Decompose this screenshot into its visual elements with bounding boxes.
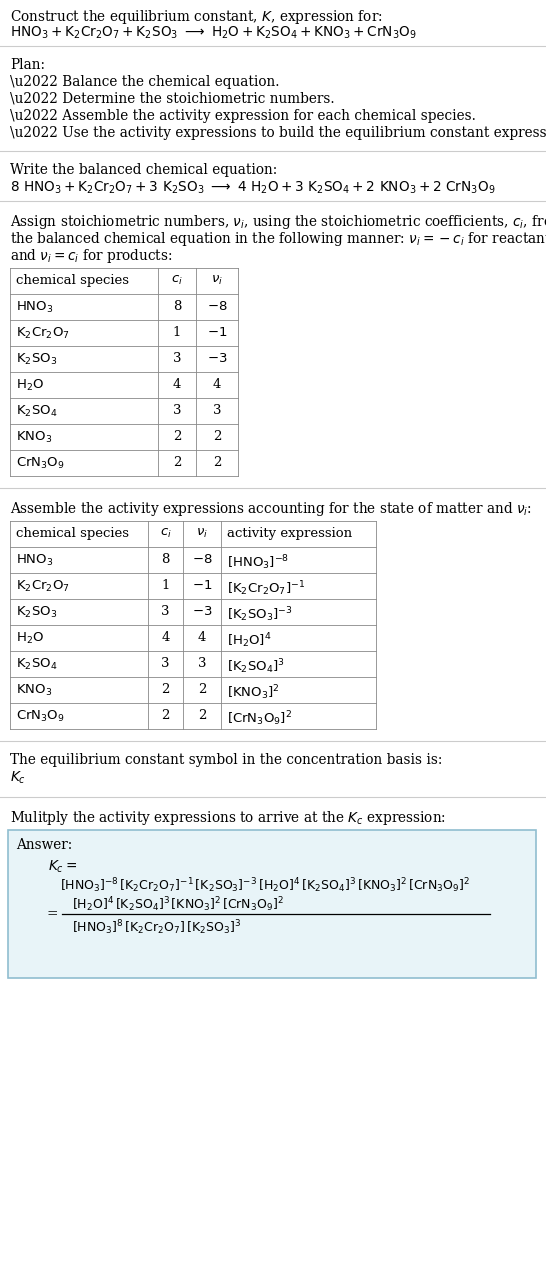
Text: 2: 2	[198, 709, 206, 722]
Text: =: =	[46, 907, 57, 921]
Text: 2: 2	[161, 683, 170, 697]
Text: 3: 3	[161, 604, 170, 618]
Text: $[\mathrm{CrN_3O_9}]^{2}$: $[\mathrm{CrN_3O_9}]^{2}$	[227, 709, 292, 728]
Text: $\mathrm{K_2SO_3}$: $\mathrm{K_2SO_3}$	[16, 352, 57, 367]
Text: $-1$: $-1$	[192, 579, 212, 592]
Text: 2: 2	[213, 430, 221, 443]
Text: 8: 8	[173, 300, 181, 313]
Text: $\mathrm{K_2Cr_2O_7}$: $\mathrm{K_2Cr_2O_7}$	[16, 326, 70, 341]
Text: $[\mathrm{HNO_3}]^{-8}$: $[\mathrm{HNO_3}]^{-8}$	[227, 553, 289, 572]
Text: 3: 3	[213, 404, 221, 416]
Text: 2: 2	[173, 456, 181, 469]
Text: $[\mathrm{K_2SO_3}]^{-3}$: $[\mathrm{K_2SO_3}]^{-3}$	[227, 604, 293, 623]
Text: $c_i$: $c_i$	[171, 274, 183, 286]
Text: 4: 4	[161, 631, 170, 644]
Text: $[\mathrm{H_2O}]^{4}$: $[\mathrm{H_2O}]^{4}$	[227, 631, 271, 650]
Text: $[\mathrm{K_2Cr_2O_7}]^{-1}$: $[\mathrm{K_2Cr_2O_7}]^{-1}$	[227, 579, 305, 598]
Text: 3: 3	[173, 404, 181, 416]
Text: and $\nu_i = c_i$ for products:: and $\nu_i = c_i$ for products:	[10, 247, 173, 265]
Text: $[\mathrm{KNO_3}]^{2}$: $[\mathrm{KNO_3}]^{2}$	[227, 683, 280, 702]
Text: 1: 1	[173, 326, 181, 339]
Text: $[\mathrm{HNO_3}]^{8}\,[\mathrm{K_2Cr_2O_7}]\,[\mathrm{K_2SO_3}]^{3}$: $[\mathrm{HNO_3}]^{8}\,[\mathrm{K_2Cr_2O…	[72, 917, 241, 936]
Text: $\mathrm{KNO_3}$: $\mathrm{KNO_3}$	[16, 430, 52, 445]
FancyBboxPatch shape	[8, 830, 536, 978]
Text: $\mathrm{H_2O}$: $\mathrm{H_2O}$	[16, 631, 44, 646]
Text: chemical species: chemical species	[16, 528, 129, 540]
Text: Mulitply the activity expressions to arrive at the $K_c$ expression:: Mulitply the activity expressions to arr…	[10, 809, 446, 827]
Text: 3: 3	[173, 352, 181, 365]
Text: \u2022 Balance the chemical equation.: \u2022 Balance the chemical equation.	[10, 74, 280, 90]
Text: 4: 4	[213, 379, 221, 391]
Text: $[\mathrm{HNO_3}]^{-8}\,[\mathrm{K_2Cr_2O_7}]^{-1}\,[\mathrm{K_2SO_3}]^{-3}\,[\m: $[\mathrm{HNO_3}]^{-8}\,[\mathrm{K_2Cr_2…	[60, 876, 470, 895]
Text: $-1$: $-1$	[207, 326, 227, 339]
Text: 3: 3	[198, 658, 206, 670]
Text: \u2022 Assemble the activity expression for each chemical species.: \u2022 Assemble the activity expression …	[10, 109, 476, 122]
Text: $\mathrm{K_2SO_4}$: $\mathrm{K_2SO_4}$	[16, 404, 57, 419]
Text: \u2022 Use the activity expressions to build the equilibrium constant expression: \u2022 Use the activity expressions to b…	[10, 126, 546, 140]
Text: $K_c =$: $K_c =$	[48, 859, 77, 876]
Text: $[\mathrm{K_2SO_4}]^{3}$: $[\mathrm{K_2SO_4}]^{3}$	[227, 658, 285, 675]
Text: activity expression: activity expression	[227, 528, 352, 540]
Text: $\mathrm{K_2SO_4}$: $\mathrm{K_2SO_4}$	[16, 658, 57, 673]
Text: $\mathrm{K_2Cr_2O_7}$: $\mathrm{K_2Cr_2O_7}$	[16, 579, 70, 594]
Text: $\mathrm{HNO_3}$: $\mathrm{HNO_3}$	[16, 553, 54, 568]
Text: $K_c$: $K_c$	[10, 770, 26, 786]
Text: $-8$: $-8$	[192, 553, 212, 565]
Text: $\mathrm{HNO_3}$: $\mathrm{HNO_3}$	[16, 300, 54, 316]
Text: $\mathrm{CrN_3O_9}$: $\mathrm{CrN_3O_9}$	[16, 709, 65, 724]
Text: Answer:: Answer:	[16, 838, 72, 852]
Text: 4: 4	[198, 631, 206, 644]
Text: 2: 2	[161, 709, 170, 722]
Text: $\nu_i$: $\nu_i$	[196, 528, 208, 540]
Text: Plan:: Plan:	[10, 58, 45, 72]
Text: $[\mathrm{H_2O}]^{4}\,[\mathrm{K_2SO_4}]^{3}\,[\mathrm{KNO_3}]^{2}\,[\mathrm{CrN: $[\mathrm{H_2O}]^{4}\,[\mathrm{K_2SO_4}]…	[72, 895, 284, 914]
Text: $\mathrm{H_2O}$: $\mathrm{H_2O}$	[16, 379, 44, 392]
Text: Assemble the activity expressions accounting for the state of matter and $\nu_i$: Assemble the activity expressions accoun…	[10, 500, 532, 517]
Text: 2: 2	[198, 683, 206, 697]
Text: Construct the equilibrium constant, $K$, expression for:: Construct the equilibrium constant, $K$,…	[10, 8, 383, 27]
Text: Assign stoichiometric numbers, $\nu_i$, using the stoichiometric coefficients, $: Assign stoichiometric numbers, $\nu_i$, …	[10, 213, 546, 231]
Text: 4: 4	[173, 379, 181, 391]
Text: $-8$: $-8$	[207, 300, 227, 313]
Text: $\mathrm{KNO_3}$: $\mathrm{KNO_3}$	[16, 683, 52, 698]
Text: 3: 3	[161, 658, 170, 670]
Text: Write the balanced chemical equation:: Write the balanced chemical equation:	[10, 163, 277, 177]
Text: $\mathrm{8\ HNO_3 + K_2Cr_2O_7 + 3\ K_2SO_3\ \longrightarrow\ 4\ H_2O + 3\ K_2SO: $\mathrm{8\ HNO_3 + K_2Cr_2O_7 + 3\ K_2S…	[10, 180, 495, 197]
Text: 2: 2	[213, 456, 221, 469]
Text: \u2022 Determine the stoichiometric numbers.: \u2022 Determine the stoichiometric numb…	[10, 92, 335, 106]
Text: 2: 2	[173, 430, 181, 443]
Text: $\mathrm{HNO_3 + K_2Cr_2O_7 + K_2SO_3\ \longrightarrow\ H_2O + K_2SO_4 + KNO_3 +: $\mathrm{HNO_3 + K_2Cr_2O_7 + K_2SO_3\ \…	[10, 25, 417, 42]
Text: the balanced chemical equation in the following manner: $\nu_i = -c_i$ for react: the balanced chemical equation in the fo…	[10, 230, 546, 249]
Text: The equilibrium constant symbol in the concentration basis is:: The equilibrium constant symbol in the c…	[10, 753, 442, 767]
Text: $\nu_i$: $\nu_i$	[211, 274, 223, 286]
Text: $c_i$: $c_i$	[159, 528, 171, 540]
Text: 8: 8	[161, 553, 170, 565]
Text: $-3$: $-3$	[207, 352, 227, 365]
Text: 1: 1	[161, 579, 170, 592]
Text: $\mathrm{K_2SO_3}$: $\mathrm{K_2SO_3}$	[16, 604, 57, 620]
Text: $-3$: $-3$	[192, 604, 212, 618]
Text: $\mathrm{CrN_3O_9}$: $\mathrm{CrN_3O_9}$	[16, 456, 65, 471]
Text: chemical species: chemical species	[16, 274, 129, 286]
